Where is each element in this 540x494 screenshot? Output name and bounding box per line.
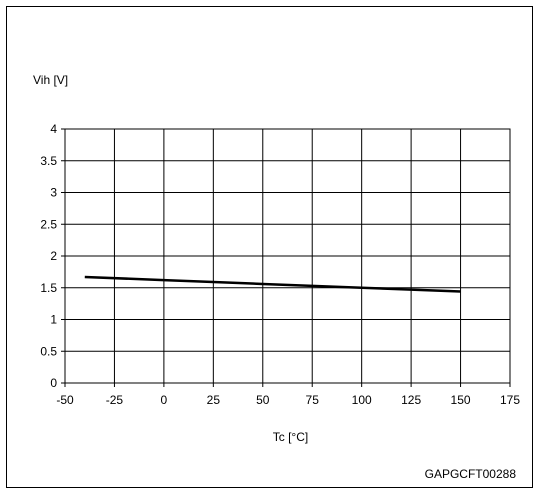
x-tick-label: -50	[56, 393, 74, 407]
y-axis-label: Vih [V]	[33, 73, 69, 87]
y-tick-label: 4	[50, 122, 57, 136]
y-tick-label: 3	[50, 186, 57, 200]
chart-frame: Vih [V] -50 -25 0 25 50 75 100 125 150 175 0 0.5 1 1.…	[6, 6, 533, 488]
x-tick-label: 75	[306, 393, 320, 407]
chart-plot: -50 -25 0 25 50 75 100 125 150 175 0 0.5 1 1.5 2 2.5 3 3.…	[40, 122, 520, 407]
x-tick-label: 50	[256, 393, 270, 407]
x-tick-label: 175	[500, 393, 520, 407]
y-tick-label: 3.5	[40, 154, 57, 168]
y-tick-label: 2	[50, 249, 57, 263]
y-tick-label: 2.5	[40, 217, 57, 231]
figure-code: GAPGCFT00288	[424, 467, 516, 481]
x-tick-label: 125	[401, 393, 421, 407]
x-tick-label: 150	[451, 393, 471, 407]
x-tick-label: -25	[106, 393, 124, 407]
x-tick-label: 0	[161, 393, 168, 407]
x-tick-label: 25	[207, 393, 221, 407]
x-axis-label: Tc [°C]	[272, 430, 309, 444]
series-line	[84, 275, 461, 293]
y-tick-label: 1	[50, 313, 57, 327]
y-tick-label: 0	[50, 376, 57, 390]
y-tick-label: 1.5	[40, 281, 57, 295]
x-tick-label: 100	[352, 393, 372, 407]
plot-area-border	[64, 128, 511, 384]
y-tick-label: 0.5	[40, 344, 57, 358]
